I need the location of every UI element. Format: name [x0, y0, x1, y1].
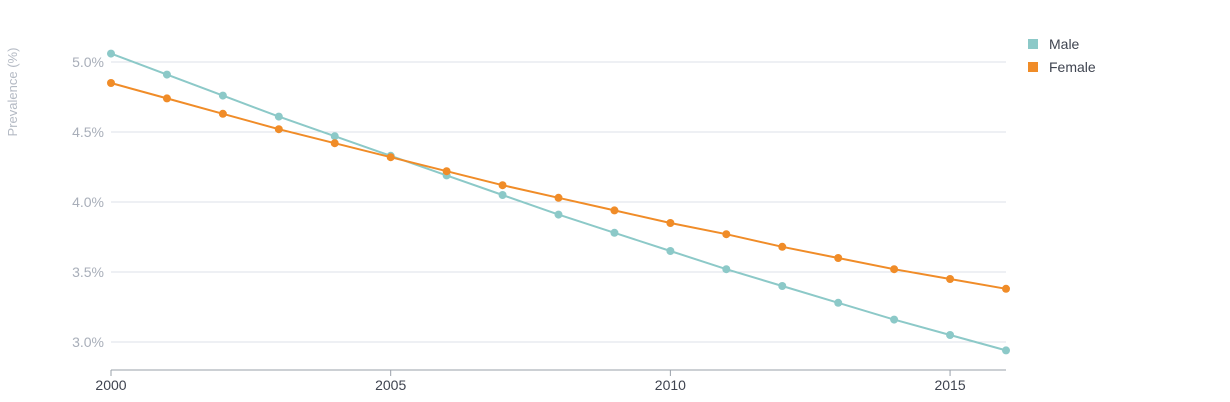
data-point-male[interactable] [107, 49, 115, 58]
data-point-male[interactable] [722, 265, 731, 274]
legend-label-male: Male [1049, 35, 1080, 52]
data-point-female[interactable] [386, 153, 395, 162]
x-tick-label: 2005 [375, 377, 406, 393]
data-point-female[interactable] [946, 275, 955, 283]
y-tick-label: 4.5% [72, 124, 104, 140]
data-point-male[interactable] [890, 315, 899, 324]
data-point-male[interactable] [610, 228, 619, 237]
data-point-male[interactable] [162, 70, 171, 79]
data-point-male[interactable] [274, 112, 283, 121]
y-axis-ticks: 3.0% 3.5% 4.0% 4.5% 5.0% [72, 54, 104, 350]
y-axis-title: Prevalence (%) [5, 48, 20, 137]
data-point-female[interactable] [834, 254, 843, 262]
x-tick-label: 2010 [655, 377, 686, 393]
series-line-female [110, 82, 1007, 290]
data-point-female[interactable] [330, 139, 339, 148]
data-point-female[interactable] [554, 193, 563, 202]
data-point-female[interactable] [162, 94, 171, 103]
data-point-female[interactable] [218, 109, 227, 118]
data-point-male[interactable] [218, 91, 227, 100]
legend-item-female[interactable]: Female [1028, 55, 1096, 78]
data-point-female[interactable] [107, 79, 115, 87]
data-point-male[interactable] [834, 298, 843, 307]
chart-legend: Male Female [1028, 32, 1096, 78]
data-point-male[interactable] [946, 331, 955, 339]
data-point-female[interactable] [498, 181, 507, 190]
data-point-female[interactable] [778, 242, 787, 251]
x-axis-ticks: 2000 2005 2010 2015 [95, 370, 966, 393]
series-layer [107, 49, 1010, 355]
data-point-female[interactable] [666, 219, 675, 227]
data-point-male[interactable] [330, 132, 339, 141]
grid-lines [111, 61, 1006, 343]
y-tick-label: 3.5% [72, 264, 104, 280]
data-point-male[interactable] [554, 210, 563, 219]
legend-swatch-male [1028, 38, 1038, 49]
data-point-male[interactable] [498, 191, 507, 199]
y-tick-label: 3.0% [72, 334, 104, 350]
x-tick-label: 2015 [934, 377, 965, 393]
data-point-male[interactable] [1002, 346, 1010, 355]
y-tick-label: 4.0% [72, 194, 104, 210]
legend-swatch-female [1028, 61, 1038, 72]
data-point-female[interactable] [890, 265, 899, 274]
data-point-female[interactable] [722, 230, 731, 239]
x-tick-label: 2000 [95, 377, 126, 393]
data-point-male[interactable] [778, 282, 787, 290]
data-point-female[interactable] [274, 125, 283, 134]
data-point-male[interactable] [666, 247, 675, 255]
legend-label-female: Female [1049, 58, 1096, 75]
data-point-female[interactable] [442, 167, 451, 176]
data-point-female[interactable] [610, 206, 619, 215]
y-tick-label: 5.0% [72, 54, 104, 70]
data-point-female[interactable] [1002, 284, 1010, 293]
legend-item-male[interactable]: Male [1028, 32, 1096, 55]
